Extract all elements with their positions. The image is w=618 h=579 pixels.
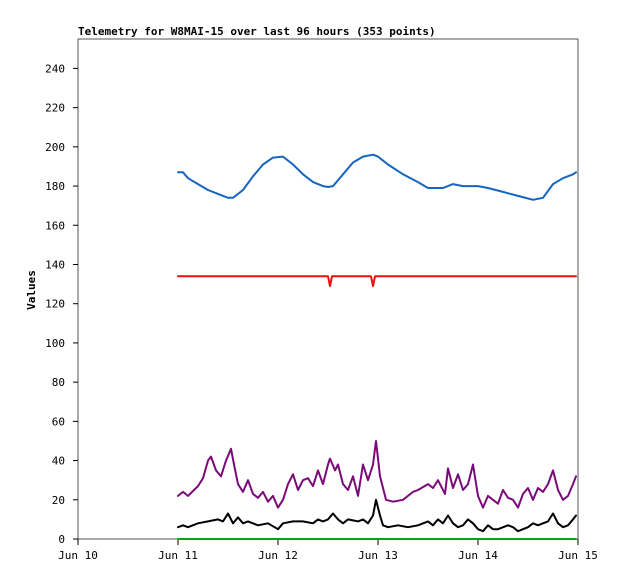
y-tick-label: 220: [45, 102, 65, 115]
chart-title: Telemetry for W8MAI-15 over last 96 hour…: [78, 25, 436, 38]
y-axis-label: Values: [25, 270, 38, 310]
y-tick-label: 140: [45, 258, 65, 271]
x-tick-label: Jun 13: [358, 549, 398, 562]
x-axis: Jun 10 Jun 11 Jun 12 Jun 13 Jun 14 Jun 15: [58, 539, 598, 562]
x-tick-label: Jun 12: [258, 549, 298, 562]
y-tick-label: 200: [45, 141, 65, 154]
y-tick-label: 0: [58, 533, 65, 546]
y-tick-label: 40: [52, 455, 65, 468]
y-tick-label: 240: [45, 62, 65, 75]
y-axis: 0 20 40 60 80 100 120 140 160 180 200 220 240: [45, 62, 78, 546]
x-tick-label: Jun 14: [458, 549, 498, 562]
y-tick-label: 60: [52, 415, 65, 428]
series-line-1: [177, 153, 577, 201]
y-tick-label: 180: [45, 180, 65, 193]
x-tick-label: Jun 11: [158, 549, 198, 562]
y-tick-label: 100: [45, 337, 65, 350]
series-lines: [177, 153, 577, 540]
x-tick-label: Jun 10: [58, 549, 98, 562]
series-line-4: [177, 498, 577, 533]
x-tick-label: Jun 15: [558, 549, 598, 562]
y-tick-label: 160: [45, 219, 65, 232]
y-tick-label: 120: [45, 298, 65, 311]
y-tick-label: 80: [52, 376, 65, 389]
y-tick-label: 20: [52, 494, 65, 507]
series-line-3: [177, 440, 577, 509]
series-line-2: [177, 275, 577, 288]
